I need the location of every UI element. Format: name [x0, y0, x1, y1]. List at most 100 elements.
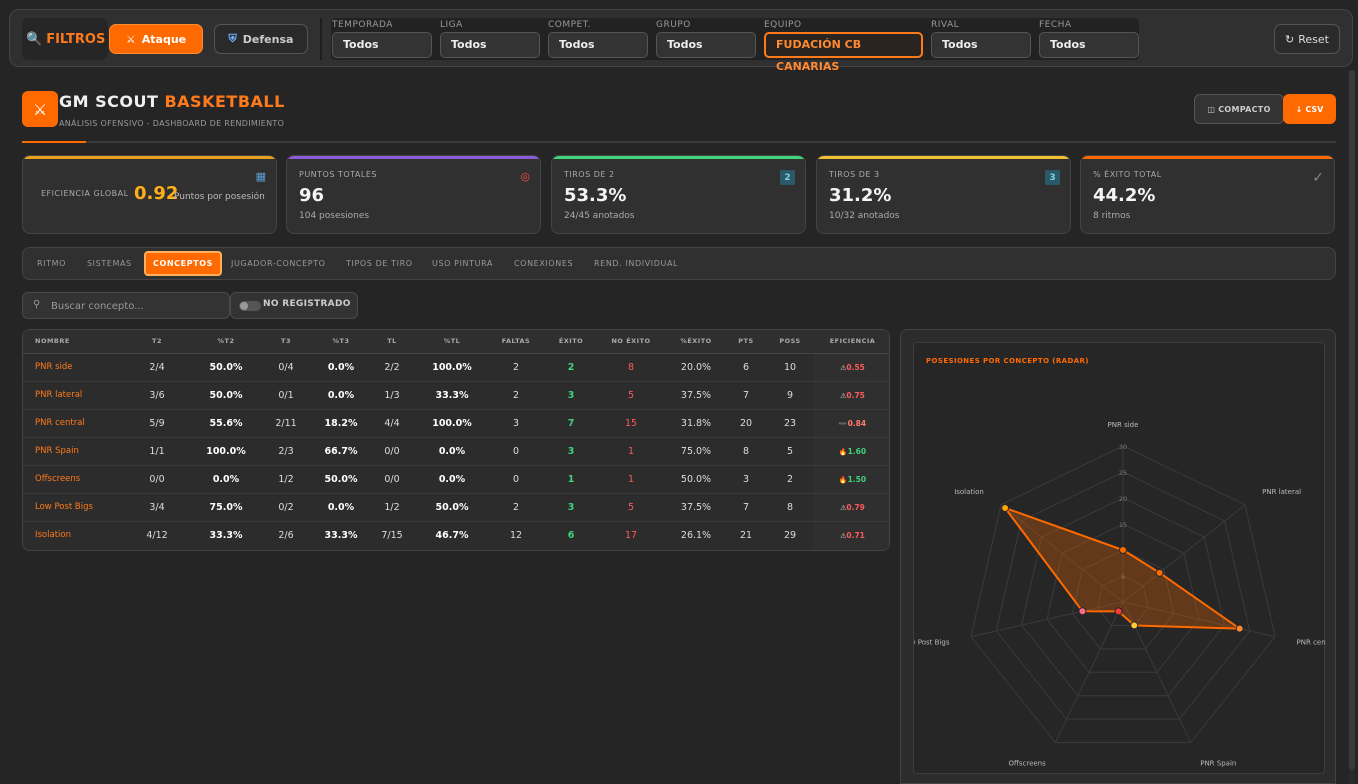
column-header[interactable]: %ÉXITO	[666, 330, 726, 354]
cell-t2: 3/6	[118, 381, 196, 410]
kpi-topbar	[23, 156, 276, 159]
column-header[interactable]: PTS	[726, 330, 766, 354]
cell-ptl: 46.7%	[435, 529, 469, 541]
page-scrollbar[interactable]	[1349, 70, 1355, 784]
cell-eficiencia: ⚠0.55	[814, 353, 889, 382]
cell-tl: 1/2	[366, 493, 418, 522]
fire-icon: 🔥	[838, 475, 848, 484]
defense-button[interactable]: ⛨ Defensa	[214, 24, 308, 54]
kpi-value: 96	[299, 185, 325, 206]
tab-tipos-de-tiro[interactable]: TIPOS DE TIRO	[346, 259, 413, 268]
tab-rend-individual[interactable]: REND. INDIVIDUAL	[594, 259, 679, 268]
column-header[interactable]: TL	[366, 330, 418, 354]
radar-tick-label: 30	[1119, 443, 1127, 451]
reset-button[interactable]: ↻ Reset	[1274, 24, 1340, 54]
cell-t2: 2/4	[118, 353, 196, 382]
cell-exito: 3	[546, 493, 596, 522]
column-header[interactable]: ÉXITO	[546, 330, 596, 354]
column-header[interactable]: T2	[118, 330, 196, 354]
swords-icon: ⚔	[32, 99, 48, 119]
fire-icon: 🔥	[838, 447, 848, 456]
warning-icon: ⚠	[840, 363, 847, 372]
search-input[interactable]	[51, 297, 221, 315]
warning-icon: ⚠	[840, 391, 847, 400]
cell-eficiencia: ⚠0.79	[814, 493, 889, 522]
table-row[interactable]: PNR side 2/4 50.0% 0/4 0.0% 2/2 100.0% 2 2 8 20.0%…	[23, 353, 889, 382]
cell-t2: 0/0	[118, 465, 196, 494]
column-header[interactable]: %TL	[418, 330, 486, 354]
table-row[interactable]: PNR lateral 3/6 50.0% 0/1 0.0% 1/3 33.3% 2 3 5 37.…	[23, 381, 889, 410]
cell-pt3: 50.0%	[316, 465, 366, 494]
radar-category-label: Offscreens	[1009, 759, 1047, 767]
filter-label: EQUIPO	[764, 20, 802, 30]
column-header[interactable]: %T3	[316, 330, 366, 354]
toggle-knob	[240, 302, 248, 310]
cell-t3: 0/4	[256, 353, 316, 382]
cell-poss: 8	[766, 493, 814, 522]
kpi-label: EFICIENCIA GLOBAL	[41, 189, 129, 198]
column-header[interactable]: T3	[256, 330, 316, 354]
cell-exito: 1	[546, 465, 596, 494]
tab-jugador-concepto[interactable]: JUGADOR-CONCEPTO	[231, 259, 326, 268]
radar-tick-label: 15	[1119, 521, 1127, 529]
filter-season: TEMPORADA Todos	[332, 18, 432, 58]
tab-conexiones[interactable]: CONEXIONES	[514, 259, 574, 268]
radar-point	[1001, 503, 1010, 512]
attack-label: Ataque	[141, 32, 187, 46]
competition-select[interactable]: Todos	[548, 32, 648, 58]
table-header-row: NOMBRE T2 %T2 T3 %T3 TL %TL FALTAS ÉXITO NO ÉXITO…	[23, 330, 889, 354]
column-header[interactable]: FALTAS	[486, 330, 546, 354]
kpi-topbar	[817, 156, 1070, 159]
tab-conceptos[interactable]: CONCEPTOS	[144, 251, 222, 276]
kpi-label: PUNTOS TOTALES	[299, 170, 377, 179]
no-registrado-toggle[interactable]: NO REGISTRADO	[230, 292, 358, 319]
kpi-t2: TIROS DE 2 53.3% 24/45 anotados 2	[551, 155, 806, 234]
csv-export-button[interactable]: ↓ CSV	[1283, 94, 1336, 124]
kpi-points: PUNTOS TOTALES 96 104 posesiones ◎	[286, 155, 541, 234]
attack-button[interactable]: ⚔ Ataque	[109, 24, 203, 54]
table-row[interactable]: Low Post Bigs 3/4 75.0% 0/2 0.0% 1/2 50.0% 2 3 5 3…	[23, 493, 889, 522]
table-row[interactable]: Offscreens 0/0 0.0% 1/2 50.0% 0/0 0.0% 0 1 1 50.0%…	[23, 465, 889, 494]
header-divider-accent	[22, 141, 86, 143]
team-select[interactable]: FUDACIÓN CB CANARIAS	[764, 32, 923, 73]
table-row[interactable]: Isolation 4/12 33.3% 2/6 33.3% 7/15 46.7% 12 6 17…	[23, 521, 889, 549]
kpi-value: 44.2%	[1093, 185, 1156, 206]
kpi-topbar	[1081, 156, 1334, 159]
rival-select[interactable]: Todos	[931, 32, 1031, 58]
cell-no_exito: 1	[596, 437, 666, 466]
kpi-sub: 24/45 anotados	[564, 211, 635, 221]
column-header[interactable]: NOMBRE	[23, 330, 118, 354]
tab-ritmo[interactable]: RITMO	[37, 259, 67, 268]
cell-eficiencia: ⚠0.75	[814, 381, 889, 410]
cell-no_exito: 5	[596, 381, 666, 410]
date-select[interactable]: Todos	[1039, 32, 1139, 58]
league-select[interactable]: Todos	[440, 32, 540, 58]
column-header[interactable]: POSS	[766, 330, 814, 354]
cell-no_exito: 17	[624, 529, 638, 541]
tab-sistemas[interactable]: SISTEMAS	[87, 259, 132, 268]
tab-uso-pintura[interactable]: USO PINTURA	[432, 259, 493, 268]
number-two-icon: 2	[780, 170, 795, 185]
table-row[interactable]: PNR Spain 1/1 100.0% 2/3 66.7% 0/0 0.0% 0 3 1 75.0…	[23, 437, 889, 466]
toggle-switch[interactable]	[239, 301, 261, 311]
cell-pts: 3	[726, 465, 766, 494]
cell-t3: 2/6	[278, 529, 294, 541]
radar-point	[1114, 607, 1123, 616]
scrollbar-thumb[interactable]	[1349, 70, 1355, 770]
cell-pt2: 0.0%	[196, 465, 256, 494]
table-row[interactable]: PNR central 5/9 55.6% 2/11 18.2% 4/4 100.0% 3 7 1…	[23, 409, 889, 438]
radar-grid-ring	[1046, 523, 1200, 673]
efficiency-value: 0.79	[846, 502, 865, 512]
cell-pt2: 50.0%	[196, 353, 256, 382]
radar-spoke	[1054, 601, 1124, 743]
season-select[interactable]: Todos	[332, 32, 432, 58]
column-header[interactable]: NO ÉXITO	[596, 330, 666, 354]
column-header[interactable]: %T2	[196, 330, 256, 354]
group-select[interactable]: Todos	[656, 32, 756, 58]
efficiency-value: 0.84	[847, 418, 867, 428]
filter-label: LIGA	[440, 20, 463, 30]
compact-label: COMPACTO	[1218, 104, 1271, 114]
column-header[interactable]: EFICIENCIA	[814, 330, 889, 354]
compact-button[interactable]: ◫ COMPACTO	[1194, 94, 1284, 124]
cell-pt2: 33.3%	[209, 529, 243, 541]
